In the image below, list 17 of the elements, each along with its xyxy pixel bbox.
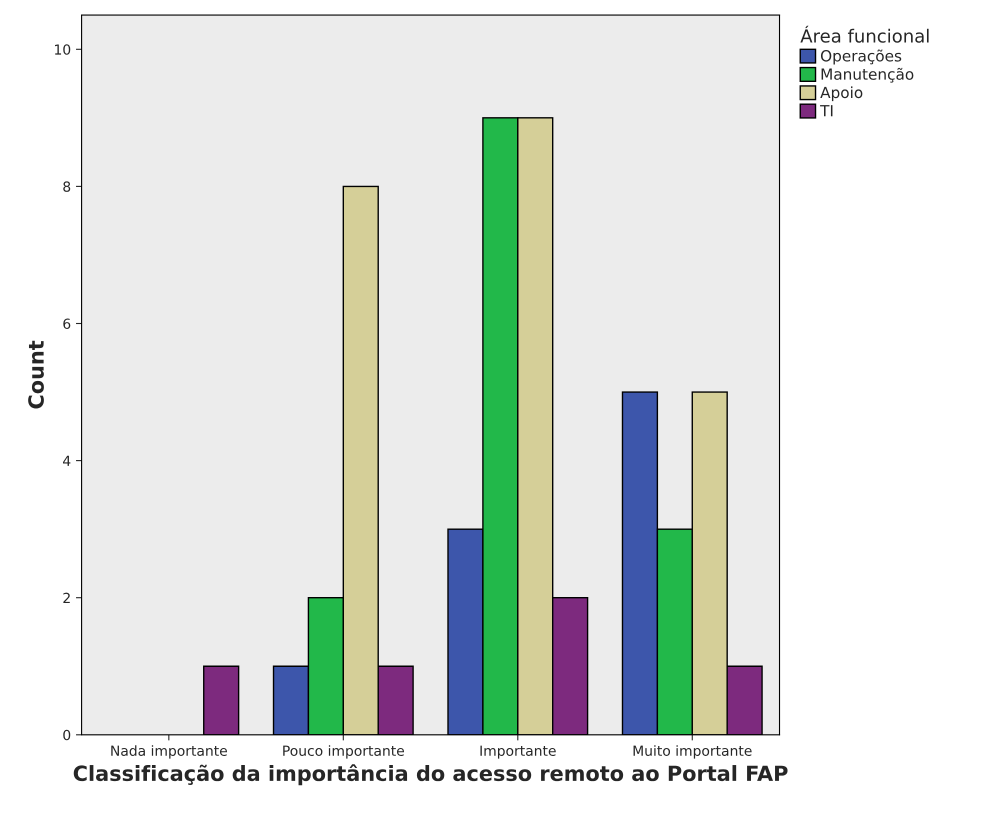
y-tick-label: 10 — [55, 44, 70, 55]
y-tick-label: 4 — [63, 456, 70, 466]
y-tick-label: 8 — [63, 181, 70, 192]
legend-label: Operações — [820, 50, 902, 65]
y-axis-title: Count — [28, 340, 44, 408]
x-tick-label: Pouco importante — [283, 745, 404, 759]
legend-title: Área funcional — [800, 26, 929, 43]
legend-label: Manutenção — [822, 68, 914, 83]
x-axis-title: Classificação da importância do acesso remoto ao Portal FAP — [74, 764, 788, 786]
y-tick-label: 6 — [63, 318, 70, 329]
x-tick-label: Nada importante — [111, 745, 227, 759]
legend-label: Apoio — [820, 86, 862, 102]
x-tick-label: Importante — [480, 746, 556, 759]
x-tick-label: Muito importante — [634, 745, 752, 759]
y-tick-label: 2 — [63, 592, 70, 603]
legend-label: TI — [820, 105, 832, 116]
y-tick-label: 0 — [63, 730, 70, 740]
